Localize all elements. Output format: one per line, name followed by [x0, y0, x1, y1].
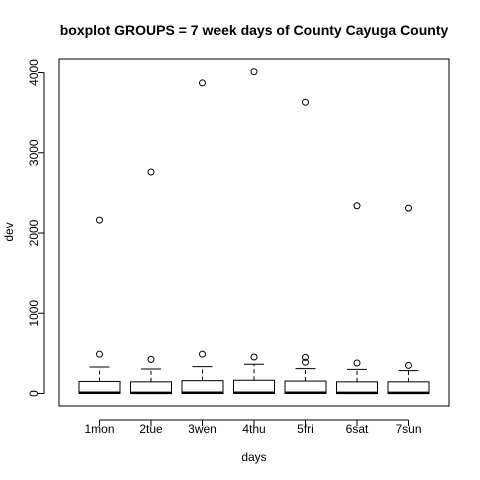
outlier-point: [96, 216, 103, 224]
box-6sat: [336, 202, 378, 395]
x-axis: 1mon 2tue 3wen 4thu 5fri 6sat 7sun: [84, 419, 422, 436]
x-tick-label: 6sat: [346, 422, 369, 436]
plot-frame: [58, 58, 450, 407]
box-4thu: [233, 68, 275, 395]
x-tick-label: 3wen: [188, 422, 217, 436]
y-axis: 0 1000 2000 3000 4000: [27, 59, 45, 397]
boxes-group: [78, 68, 430, 395]
x-tick-label: 7sun: [395, 422, 421, 436]
y-tick-label: 0: [27, 390, 41, 397]
box-3wen: [181, 79, 224, 395]
y-tick-label: 3000: [27, 139, 41, 166]
chart-title: boxplot GROUPS = 7 week days of County C…: [60, 22, 449, 38]
y-tick-label: 1000: [27, 300, 41, 327]
outlier-point: [147, 355, 155, 363]
x-tick-label: 5fri: [297, 422, 314, 436]
y-tick-label: 4000: [27, 59, 41, 86]
outlier-point: [353, 359, 361, 367]
outlier-point: [199, 350, 206, 358]
box-5fri: [284, 98, 327, 394]
y-tick-label: 2000: [27, 219, 41, 246]
x-tick-label: 1mon: [84, 422, 114, 436]
outlier-point: [250, 68, 258, 76]
x-axis-label: days: [241, 450, 266, 464]
outlier-point: [353, 202, 361, 210]
outlier-point: [405, 204, 412, 212]
x-tick-label: 4thu: [242, 422, 265, 436]
outlier-point: [302, 358, 309, 366]
box-7sun: [387, 204, 430, 395]
outlier-point: [405, 361, 412, 369]
x-tick-label: 2tue: [139, 422, 163, 436]
box-2tue: [130, 168, 172, 395]
outlier-point: [96, 350, 103, 358]
outlier-point: [302, 353, 309, 361]
outlier-point: [250, 353, 258, 361]
y-axis-label: dev: [2, 222, 16, 241]
box-1mon: [78, 216, 121, 394]
outlier-point: [147, 168, 155, 176]
outlier-point: [199, 79, 206, 87]
outlier-point: [302, 98, 309, 106]
